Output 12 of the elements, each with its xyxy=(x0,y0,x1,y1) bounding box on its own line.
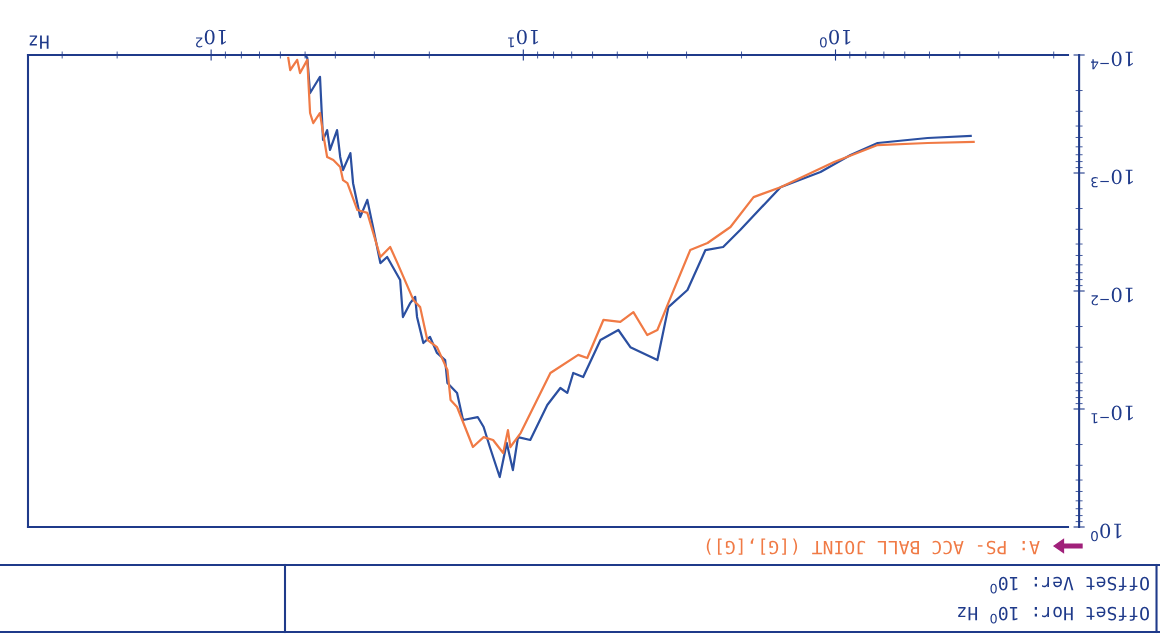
y-tick-label: 10$^{−3}$ xyxy=(1091,169,1133,188)
text: OffSet Hor: 10$^{0}$ Hz xyxy=(958,606,1149,624)
x-axis-title: Hz xyxy=(29,35,49,49)
x-tick-label: 10$^{0}$ xyxy=(819,29,851,48)
y-tick-label: 10$^{−1}$ xyxy=(1091,405,1133,424)
y-tick-label: 10$^{0}$ xyxy=(1091,523,1122,542)
y-tick-label: 10$^{−4}$ xyxy=(1090,51,1133,70)
text: OffSet Ver: 10$^{0}$ xyxy=(990,576,1149,594)
y-tick-label: 10$^{−2}$ xyxy=(1091,287,1133,306)
x-tick-label: 10$^{1}$ xyxy=(508,29,539,48)
text: A: PS- ACC BALL JOINT ([G],[G]) xyxy=(706,538,1040,555)
x-tick-label: 10$^{2}$ xyxy=(196,29,226,48)
